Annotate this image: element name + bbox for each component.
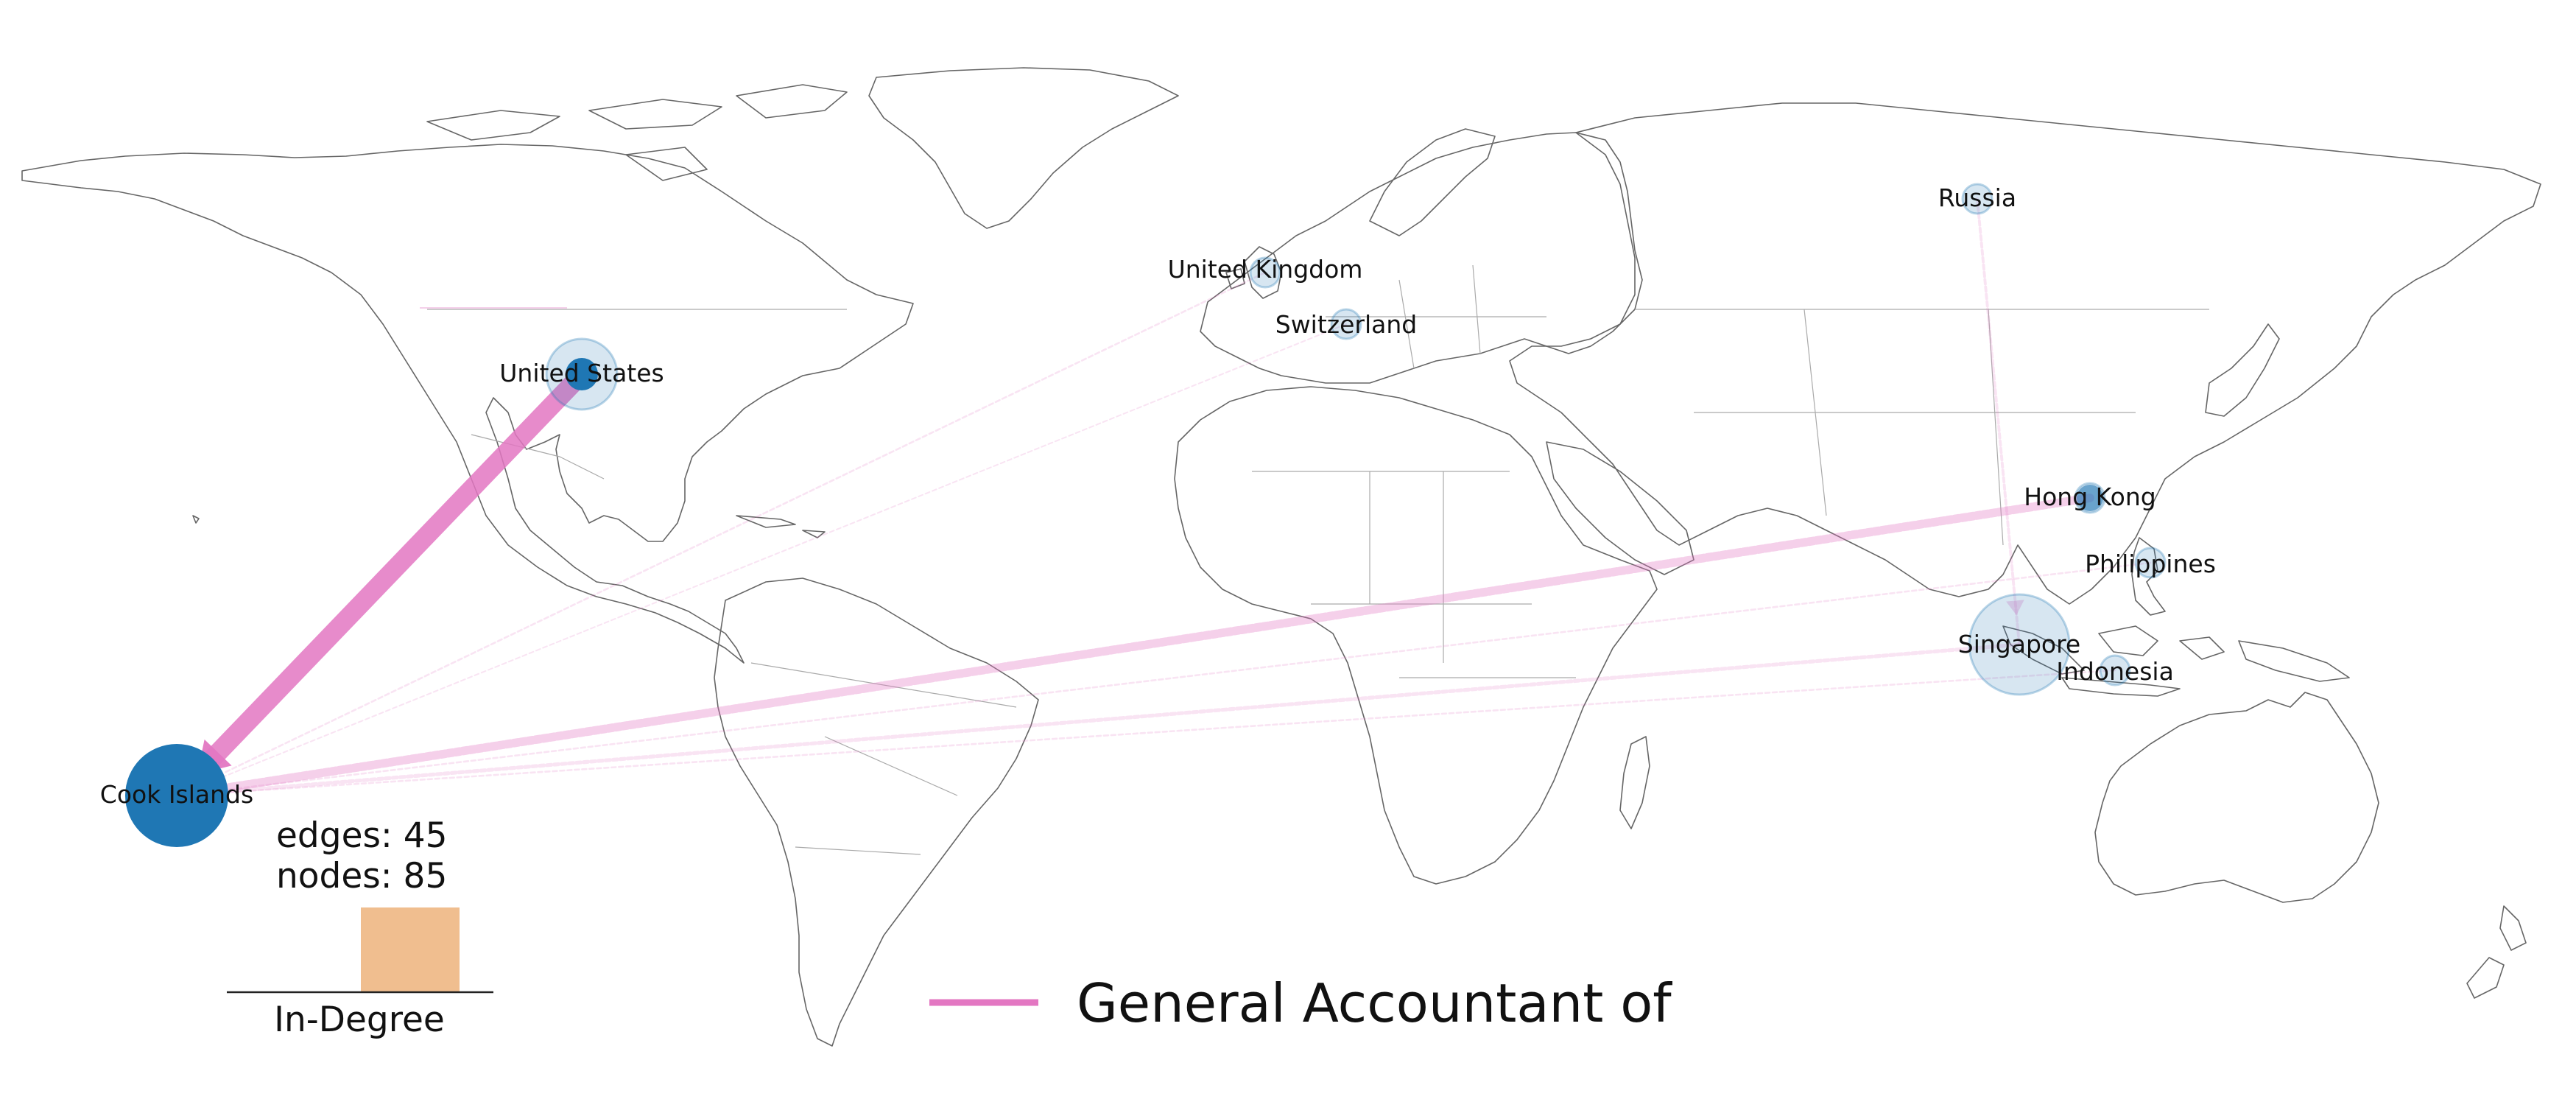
node-label-cook: Cook Islands bbox=[100, 780, 253, 809]
land-layer bbox=[21, 67, 2541, 1047]
asia-outline bbox=[1509, 102, 2541, 605]
node-hk bbox=[2077, 485, 2103, 511]
arabia-outline bbox=[1546, 441, 1695, 575]
legend: General Accountant of bbox=[929, 972, 1672, 1034]
node-halo-ru bbox=[1961, 183, 1993, 215]
node-label-ru: Russia bbox=[1938, 183, 2016, 212]
edge-us-to-cook bbox=[167, 365, 591, 805]
edges-count: edges: 45 bbox=[276, 815, 448, 856]
us-mexico-border bbox=[471, 434, 605, 480]
histogram-xlabel: In-Degree bbox=[274, 1000, 445, 1040]
edge-ru-to-sg bbox=[1976, 197, 2021, 646]
british-isles-outline bbox=[1225, 246, 1282, 299]
in-degree-histogram: In-Degree bbox=[227, 907, 493, 1040]
node-label-sg: Singapore bbox=[1958, 630, 2080, 659]
scandinavia-outline bbox=[1369, 128, 1496, 236]
africa-borders bbox=[1252, 471, 1576, 678]
node-label-ph: Philippines bbox=[2085, 550, 2216, 578]
europe-outline bbox=[1200, 132, 1643, 384]
greenland-outline bbox=[868, 67, 1179, 229]
node-label-hk: Hong Kong bbox=[2024, 482, 2156, 511]
madagascar-outline bbox=[1619, 736, 1650, 829]
node-halo-uk bbox=[1249, 256, 1281, 289]
node-halo-ph bbox=[2134, 547, 2167, 579]
node-halo-id bbox=[2099, 654, 2131, 687]
edge-hk-to-cook bbox=[172, 494, 2094, 800]
histogram-bar bbox=[361, 907, 460, 992]
indonesia-outline bbox=[2002, 625, 2350, 697]
edges-layer bbox=[167, 197, 2152, 805]
south-america-borders bbox=[750, 662, 1017, 855]
edge-ph-to-cook bbox=[175, 561, 2152, 797]
edge-ch-to-cook bbox=[176, 323, 1347, 796]
japan-outline bbox=[2205, 323, 2280, 417]
labels-layer: Cook Islands United States United Kingdom S… bbox=[100, 183, 2216, 809]
node-cook bbox=[125, 744, 228, 847]
edge-uk-to-cook bbox=[175, 271, 1267, 797]
australia-outline bbox=[2094, 692, 2379, 903]
node-label-id: Indonesia bbox=[2056, 657, 2174, 686]
nodes-layer bbox=[125, 183, 2167, 847]
node-label-uk: United Kingdom bbox=[1168, 255, 1363, 284]
edge-arrowhead bbox=[2006, 600, 2024, 616]
node-label-us: United States bbox=[499, 359, 664, 387]
europe-borders bbox=[1326, 264, 1546, 369]
asia-borders bbox=[1635, 309, 2209, 546]
africa-outline bbox=[1174, 386, 1658, 885]
legend-label: General Accountant of bbox=[1077, 972, 1672, 1034]
node-halo-ch bbox=[1330, 308, 1362, 340]
edge-sg-to-cook bbox=[175, 642, 2021, 798]
arctic-islands-outline bbox=[426, 84, 848, 181]
node-label-ch: Switzerland bbox=[1275, 310, 1418, 339]
nodes-count: nodes: 85 bbox=[276, 856, 447, 896]
node-halo-sg bbox=[1968, 593, 2071, 696]
philippines-outline bbox=[2131, 537, 2166, 616]
north-america-outline bbox=[21, 144, 914, 664]
edge-id-to-cook bbox=[175, 669, 2116, 797]
border-layer bbox=[427, 264, 2209, 855]
caribbean-outline bbox=[736, 515, 826, 538]
south-america-outline bbox=[714, 577, 1039, 1047]
node-us bbox=[566, 358, 598, 390]
new-zealand-outline bbox=[2466, 905, 2527, 999]
hawaii-outline bbox=[192, 515, 200, 524]
